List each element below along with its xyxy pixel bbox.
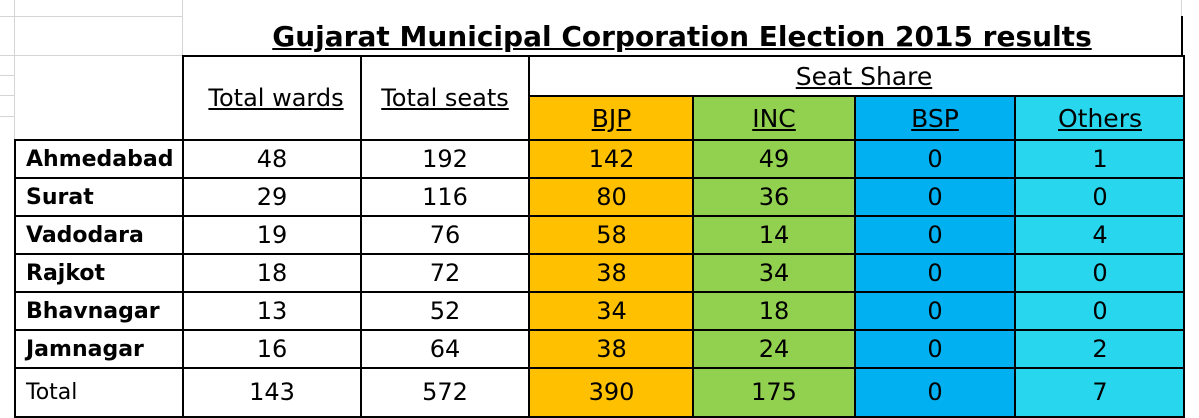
- seats-cell: 76: [429, 221, 461, 249]
- border-line: [528, 56, 530, 418]
- total-city-cell: Total: [26, 379, 78, 405]
- others-cell: 0: [1092, 183, 1108, 211]
- border-line: [1181, 16, 1183, 56]
- bsp-cell: 0: [927, 221, 943, 249]
- page-title: Gujarat Municipal Corporation Election 2…: [272, 19, 1092, 53]
- border-line: [854, 96, 856, 418]
- border-line: [1014, 96, 1016, 418]
- bsp-cell: 0: [927, 259, 943, 287]
- bjp-cell: 38: [596, 335, 627, 363]
- grid-line: [0, 116, 15, 117]
- header-party-others: Others: [1057, 103, 1142, 133]
- inc-column: [693, 96, 855, 418]
- wards-cell: 19: [256, 221, 288, 249]
- border-line: [182, 139, 184, 418]
- bjp-cell: 58: [596, 221, 627, 249]
- others-cell: 4: [1092, 221, 1108, 249]
- border-line: [14, 215, 1185, 217]
- seats-cell: 64: [429, 335, 461, 363]
- bsp-cell: 0: [927, 145, 943, 173]
- total-wards-cell: 143: [249, 378, 295, 406]
- grid-line: [0, 16, 182, 17]
- grid-line: [0, 75, 15, 76]
- city-cell: Ahmedabad: [26, 146, 174, 172]
- bjp-cell: 34: [596, 297, 627, 325]
- border-line: [182, 56, 184, 140]
- header-total-wards: Total wards: [208, 84, 344, 112]
- bjp-cell: 38: [596, 259, 627, 287]
- grid-line: [182, 0, 183, 56]
- seats-cell: 72: [429, 259, 461, 287]
- wards-cell: 13: [256, 297, 288, 325]
- bsp-cell: 0: [927, 183, 943, 211]
- header-seat-share: Seat Share: [795, 61, 933, 91]
- border-line: [530, 95, 1185, 97]
- header-party-inc: INC: [752, 103, 796, 133]
- bsp-cell: 0: [927, 335, 943, 363]
- bjp-column: [530, 96, 693, 418]
- total-others-cell: 7: [1092, 378, 1108, 406]
- wards-cell: 16: [256, 335, 288, 363]
- total-bjp-cell: 390: [588, 378, 635, 406]
- grid-line: [0, 95, 15, 96]
- border-line: [360, 56, 362, 418]
- others-cell: 1: [1092, 145, 1108, 173]
- others-cell: 0: [1092, 259, 1108, 287]
- bsp-column: [855, 96, 1015, 418]
- seats-cell: 116: [422, 183, 468, 211]
- inc-cell: 24: [758, 335, 790, 363]
- border-line: [14, 329, 1185, 331]
- border-line: [14, 416, 1185, 418]
- bsp-cell: 0: [927, 297, 943, 325]
- bjp-cell: 80: [596, 183, 627, 211]
- bjp-cell: 142: [588, 145, 635, 173]
- seats-cell: 192: [422, 145, 468, 173]
- header-party-bsp: BSP: [911, 103, 959, 133]
- total-bsp-cell: 0: [927, 378, 943, 406]
- inc-cell: 18: [758, 297, 790, 325]
- inc-cell: 14: [758, 221, 790, 249]
- city-cell: Surat: [26, 184, 94, 210]
- inc-cell: 36: [758, 183, 790, 211]
- border-line: [1183, 56, 1185, 418]
- city-cell: Bhavnagar: [26, 298, 160, 324]
- city-cell: Jamnagar: [26, 336, 144, 362]
- city-cell: Vadodara: [26, 222, 144, 248]
- total-seats-cell: 572: [422, 378, 468, 406]
- border-line: [692, 96, 694, 418]
- others-cell: 0: [1092, 297, 1108, 325]
- border-line: [14, 139, 1185, 141]
- inc-cell: 34: [758, 259, 790, 287]
- border-line: [14, 291, 1185, 293]
- city-cell: Rajkot: [26, 260, 105, 286]
- border-line: [14, 367, 1185, 369]
- wards-cell: 18: [256, 259, 288, 287]
- others-cell: 2: [1092, 335, 1108, 363]
- header-party-bjp: BJP: [591, 103, 632, 133]
- seats-cell: 52: [429, 297, 461, 325]
- wards-cell: 29: [256, 183, 288, 211]
- border-line: [14, 253, 1185, 255]
- grid-line: [0, 55, 182, 56]
- border-line: [14, 139, 16, 418]
- inc-cell: 49: [758, 145, 790, 173]
- total-inc-cell: 175: [751, 378, 797, 406]
- wards-cell: 48: [256, 145, 288, 173]
- others-column: [1015, 96, 1185, 418]
- border-line: [14, 177, 1185, 179]
- border-line: [182, 55, 1185, 57]
- header-total-seats: Total seats: [381, 84, 509, 112]
